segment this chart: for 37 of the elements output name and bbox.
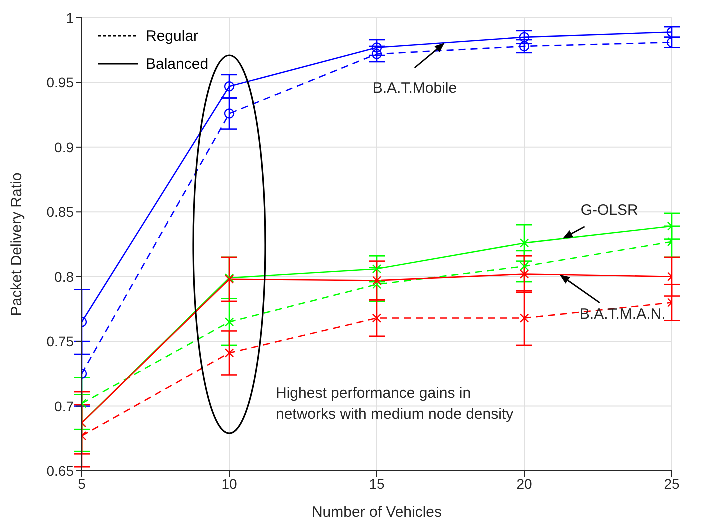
y-tick-label: 0.65 [46, 462, 74, 479]
point [520, 270, 530, 279]
point [372, 276, 382, 286]
point [224, 318, 234, 327]
series-label: G-OLSR [580, 202, 639, 219]
point [224, 81, 235, 92]
series-label: B.A.T.M.A.N. [580, 306, 666, 323]
x-tick-label: 10 [222, 476, 238, 492]
annotation: Regular [146, 28, 199, 44]
y-tick-label: 0.95 [46, 74, 74, 91]
x-axis-title: Number of Vehicles [312, 504, 442, 521]
y-tick-label: 0.7 [54, 398, 74, 414]
x-tick-label: 20 [516, 476, 532, 492]
point [519, 32, 530, 43]
x-tick-label: 5 [78, 476, 86, 492]
point [224, 348, 234, 358]
point [520, 314, 530, 323]
point [372, 264, 382, 274]
x-tick-label: 25 [664, 476, 680, 492]
series-label: B.A.T.Mobile [372, 80, 458, 98]
annotation: Highest performance gains in networks with medium node density [276, 384, 514, 425]
point [520, 262, 530, 272]
y-tick-label: 1 [66, 10, 74, 26]
point [372, 280, 382, 290]
point [224, 108, 235, 119]
y-tick-label: 0.8 [54, 268, 74, 285]
y-tick-label: 0.75 [46, 334, 74, 350]
point [520, 238, 530, 248]
point [372, 314, 382, 323]
x-tick-label: 15 [369, 476, 385, 492]
y-tick-label: 0.9 [54, 139, 74, 156]
annotation: Balanced [146, 56, 209, 72]
point [519, 41, 530, 52]
y-axis-title: Packet Delivery Ratio [8, 172, 26, 316]
y-tick-label: 0.85 [46, 204, 74, 220]
point [372, 49, 382, 60]
point [372, 42, 382, 53]
